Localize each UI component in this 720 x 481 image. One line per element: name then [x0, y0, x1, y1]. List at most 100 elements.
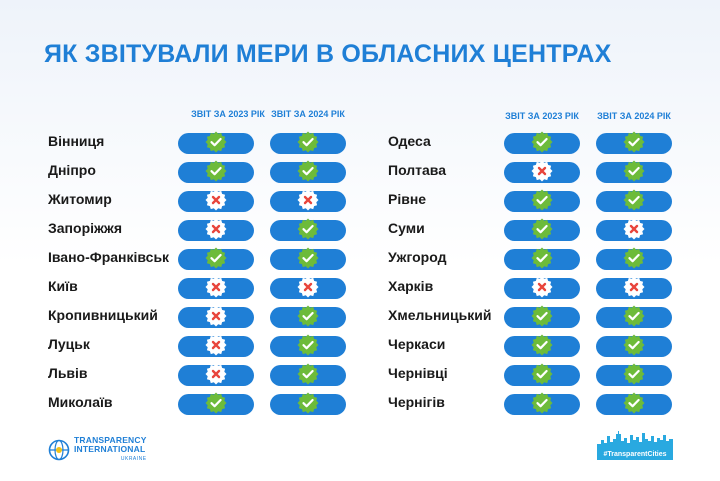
report-status-pill-2024	[270, 189, 346, 212]
check-badge-icon	[297, 334, 319, 356]
report-status-pill-2023	[504, 218, 580, 241]
city-name: Дніпро	[48, 162, 96, 178]
report-status-pill-2023	[178, 334, 254, 357]
city-row: Черкаси	[388, 332, 688, 361]
city-name: Ужгород	[388, 249, 447, 265]
city-name: Луцьк	[48, 336, 90, 352]
check-badge-icon	[205, 160, 227, 182]
city-row: Кропивницький	[48, 303, 348, 332]
check-badge-icon	[205, 392, 227, 414]
city-name: Вінниця	[48, 133, 105, 149]
report-status-pill-2024	[596, 305, 672, 328]
check-badge-icon	[205, 131, 227, 153]
city-name: Київ	[48, 278, 78, 294]
logo-line-3: UKRAINE	[120, 456, 147, 462]
city-row: Луцьк	[48, 332, 348, 361]
report-status-pill-2023	[504, 334, 580, 357]
cross-badge-icon	[623, 218, 645, 240]
report-status-pill-2023	[178, 392, 254, 415]
city-name: Івано-Франківськ	[48, 249, 170, 265]
cross-badge-icon	[205, 218, 227, 240]
city-row: Запоріжжя	[48, 216, 348, 245]
city-name: Полтава	[388, 162, 447, 178]
report-status-pill-2023	[504, 392, 580, 415]
report-status-pill-2024	[596, 218, 672, 241]
city-name: Суми	[388, 220, 425, 236]
report-status-pill-2023	[178, 247, 254, 270]
report-status-pill-2023	[178, 305, 254, 328]
check-badge-icon	[297, 247, 319, 269]
city-name: Львів	[48, 365, 88, 381]
city-name: Рівне	[388, 191, 427, 207]
hashtag-label: #TransparentCities	[597, 449, 673, 460]
city-row: Житомир	[48, 187, 348, 216]
city-row: Ужгород	[388, 245, 688, 274]
report-status-pill-2024	[270, 276, 346, 299]
right-header-2023: ЗВІТ ЗА 2023 РІК	[505, 111, 579, 121]
report-status-pill-2023	[504, 131, 580, 154]
check-badge-icon	[531, 247, 553, 269]
right-city-list: Одеса Полтава Рівне Суми Ужгород Харків Хмельн…	[388, 129, 688, 419]
city-name: Чернігів	[388, 394, 445, 410]
logo-line-2: INTERNATIONAL	[74, 444, 146, 454]
check-badge-icon	[531, 189, 553, 211]
check-badge-icon	[531, 334, 553, 356]
report-status-pill-2024	[270, 305, 346, 328]
city-row: Суми	[388, 216, 688, 245]
city-row: Львів	[48, 361, 348, 390]
report-status-pill-2023	[178, 160, 254, 183]
report-status-pill-2023	[504, 305, 580, 328]
check-badge-icon	[623, 131, 645, 153]
report-status-pill-2023	[178, 189, 254, 212]
check-badge-icon	[623, 247, 645, 269]
report-status-pill-2024	[270, 363, 346, 386]
report-status-pill-2024	[270, 334, 346, 357]
cross-badge-icon	[531, 160, 553, 182]
cross-badge-icon	[531, 276, 553, 298]
transparent-cities-badge: #TransparentCities	[597, 430, 673, 460]
check-badge-icon	[297, 160, 319, 182]
city-row: Одеса	[388, 129, 688, 158]
city-row: Івано-Франківськ	[48, 245, 348, 274]
cross-badge-icon	[297, 189, 319, 211]
cross-badge-icon	[205, 276, 227, 298]
report-status-pill-2023	[504, 363, 580, 386]
city-name: Кропивницький	[48, 307, 158, 323]
report-status-pill-2024	[596, 276, 672, 299]
check-badge-icon	[623, 189, 645, 211]
city-row: Чернігів	[388, 390, 688, 419]
city-name: Черкаси	[388, 336, 446, 352]
report-status-pill-2024	[270, 392, 346, 415]
check-badge-icon	[531, 305, 553, 327]
report-status-pill-2023	[178, 218, 254, 241]
check-badge-icon	[297, 218, 319, 240]
city-name: Хмельницький	[388, 307, 492, 323]
report-status-pill-2023	[504, 247, 580, 270]
report-status-pill-2023	[504, 160, 580, 183]
city-name: Чернівці	[388, 365, 448, 381]
report-status-pill-2024	[270, 160, 346, 183]
city-row: Чернівці	[388, 361, 688, 390]
check-badge-icon	[531, 218, 553, 240]
right-header-2024: ЗВІТ ЗА 2024 РІК	[597, 111, 671, 121]
transparency-international-logo: TRANSPARENCY INTERNATIONAL UKRAINE	[48, 436, 147, 464]
report-status-pill-2024	[596, 160, 672, 183]
report-status-pill-2023	[504, 276, 580, 299]
city-row: Дніпро	[48, 158, 348, 187]
report-status-pill-2024	[596, 131, 672, 154]
city-name: Миколаїв	[48, 394, 113, 410]
cross-badge-icon	[205, 363, 227, 385]
city-row: Хмельницький	[388, 303, 688, 332]
check-badge-icon	[297, 363, 319, 385]
city-row: Миколаїв	[48, 390, 348, 419]
report-status-pill-2024	[596, 334, 672, 357]
cross-badge-icon	[205, 189, 227, 211]
report-status-pill-2024	[596, 392, 672, 415]
city-row: Київ	[48, 274, 348, 303]
check-badge-icon	[531, 363, 553, 385]
check-badge-icon	[623, 305, 645, 327]
report-status-pill-2024	[270, 247, 346, 270]
report-status-pill-2023	[504, 189, 580, 212]
report-status-pill-2024	[270, 218, 346, 241]
report-status-pill-2024	[596, 247, 672, 270]
